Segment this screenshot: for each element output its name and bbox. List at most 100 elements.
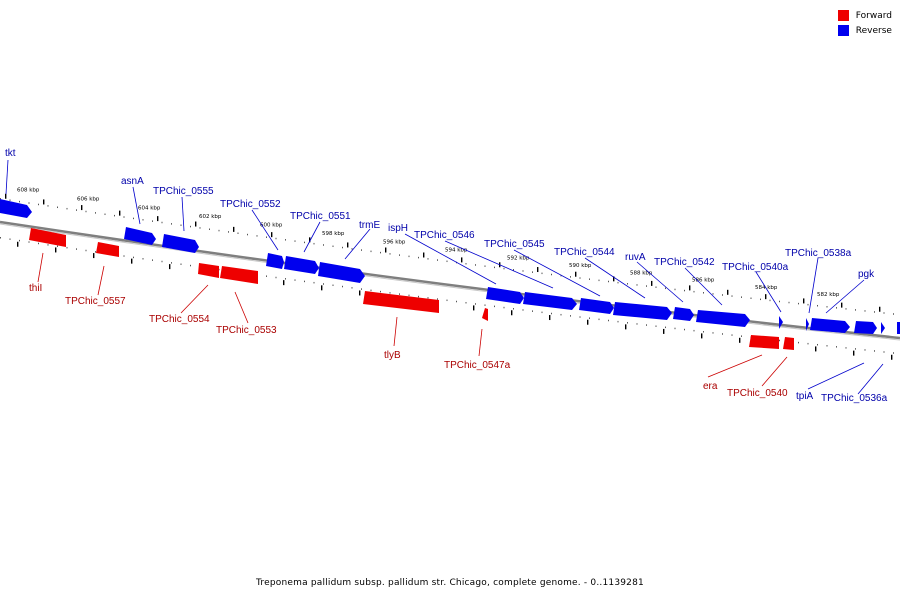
- major-tick: [853, 350, 855, 356]
- tick-dot: [674, 327, 676, 330]
- major-tick: [803, 298, 805, 304]
- legend-forward: Forward: [837, 8, 892, 23]
- tick-dot: [608, 319, 609, 322]
- tick-dot: [408, 255, 410, 258]
- tick-dot: [665, 326, 666, 329]
- forward-labels: thiI TPChic_0557 TPChic_0554 TPChic_0553…: [29, 283, 788, 399]
- tick-dot: [123, 255, 125, 257]
- tick-dot: [9, 199, 11, 201]
- tick-dot: [855, 309, 856, 311]
- gene-edge[interactable]: [897, 322, 900, 334]
- tick-dot: [712, 332, 714, 334]
- tick-dot: [874, 311, 875, 313]
- tick-dot: [332, 284, 334, 287]
- tick-dot: [47, 244, 49, 246]
- tick-dot: [522, 309, 524, 311]
- major-tick: [195, 221, 197, 227]
- tick-dot: [893, 313, 894, 315]
- label-tpchic-0538a: TPChic_0538a: [785, 248, 852, 259]
- gene-thiI[interactable]: [29, 228, 66, 247]
- major-tick: [549, 315, 551, 321]
- gene-tpchic-0538a[interactable]: [806, 318, 809, 331]
- tick-dot: [712, 293, 714, 295]
- tick-dot: [446, 299, 448, 302]
- tick-dot: [570, 276, 571, 278]
- tick-dot: [684, 328, 685, 331]
- tick-dot: [218, 229, 220, 232]
- tick-dot: [465, 262, 467, 265]
- label-tpchic-0536a: TPChic_0536a: [821, 393, 888, 404]
- tick-dot: [0, 198, 1, 200]
- legend-reverse-swatch: [837, 25, 849, 36]
- gene-asnA[interactable]: [124, 227, 156, 245]
- gene-trme[interactable]: [318, 262, 365, 283]
- tick-dot: [76, 209, 77, 211]
- tick-dot: [684, 289, 685, 292]
- tick-dot: [237, 232, 239, 234]
- label-trme: trmE: [359, 220, 380, 231]
- tick-dot: [76, 248, 77, 250]
- tick-dot: [285, 278, 286, 280]
- gene-era[interactable]: [749, 335, 779, 349]
- gene-tpchic-0552[interactable]: [266, 253, 284, 269]
- gene-tpchic-0551[interactable]: [284, 256, 319, 274]
- tick-dot: [883, 312, 885, 314]
- tick-dot: [38, 203, 39, 206]
- label-tkt: tkt: [5, 148, 16, 159]
- scale-label: 582 kbp: [817, 292, 840, 298]
- scale-label: 588 kbp: [630, 270, 653, 276]
- tick-dot: [95, 251, 96, 253]
- gene-tpia[interactable]: [854, 321, 877, 334]
- gene-tpchic-0557[interactable]: [96, 242, 119, 257]
- tick-dot: [551, 273, 552, 276]
- tick-dot: [836, 307, 837, 309]
- gene-tpchic-0553[interactable]: [220, 266, 258, 284]
- tick-dot: [598, 318, 600, 321]
- tick-dot: [313, 242, 315, 245]
- tick-dot: [332, 245, 334, 248]
- tick-dot: [883, 351, 885, 353]
- gene-tpchic-0544[interactable]: [613, 302, 672, 320]
- tick-dot: [817, 304, 818, 307]
- tick-dot: [142, 258, 144, 260]
- tick-dot: [161, 221, 163, 224]
- gene-tpchic-0536a[interactable]: [881, 322, 885, 334]
- tick-dot: [228, 231, 229, 233]
- tick-dot: [579, 277, 581, 279]
- label-pgk: pgk: [858, 269, 875, 280]
- major-tick: [651, 280, 653, 286]
- tick-dot: [551, 312, 552, 315]
- major-tick: [233, 226, 235, 232]
- tick-dot: [446, 260, 448, 263]
- tick-dot: [760, 298, 761, 301]
- label-tpia: tpiA: [796, 391, 814, 402]
- gene-ispH[interactable]: [486, 287, 524, 304]
- label-tpchic-0547a: TPChic_0547a: [444, 360, 511, 371]
- gene-tpchic-0545[interactable]: [579, 298, 614, 314]
- leader-lines: [5, 159, 884, 395]
- major-tick: [347, 242, 349, 248]
- tick-dot: [893, 352, 894, 354]
- gene-pgk[interactable]: [810, 318, 850, 333]
- tick-dot: [57, 245, 58, 248]
- gene-tpchic-0554[interactable]: [198, 263, 219, 278]
- tick-dot: [57, 206, 58, 209]
- gene-tkt[interactable]: [0, 199, 32, 218]
- tick-dot: [19, 239, 20, 242]
- gene-ruvA[interactable]: [673, 307, 694, 321]
- gene-tpchic-0555[interactable]: [162, 234, 199, 253]
- tick-dot: [836, 346, 837, 348]
- label-tpchic-0552: TPChic_0552: [220, 199, 281, 210]
- gene-tpchic-0547a[interactable]: [482, 308, 488, 321]
- tick-dot: [323, 244, 324, 246]
- tick-dot: [731, 295, 733, 297]
- gene-tlyB[interactable]: [363, 291, 439, 313]
- tick-dot: [494, 305, 495, 308]
- gene-tpchic-0540[interactable]: [783, 337, 794, 350]
- gene-tpchic-0540a[interactable]: [779, 316, 783, 329]
- gene-tpchic-0546[interactable]: [523, 292, 577, 310]
- tick-dot: [380, 251, 381, 254]
- tick-dot: [731, 334, 733, 336]
- gene-tpchic-0542[interactable]: [696, 310, 750, 327]
- major-tick: [283, 280, 285, 286]
